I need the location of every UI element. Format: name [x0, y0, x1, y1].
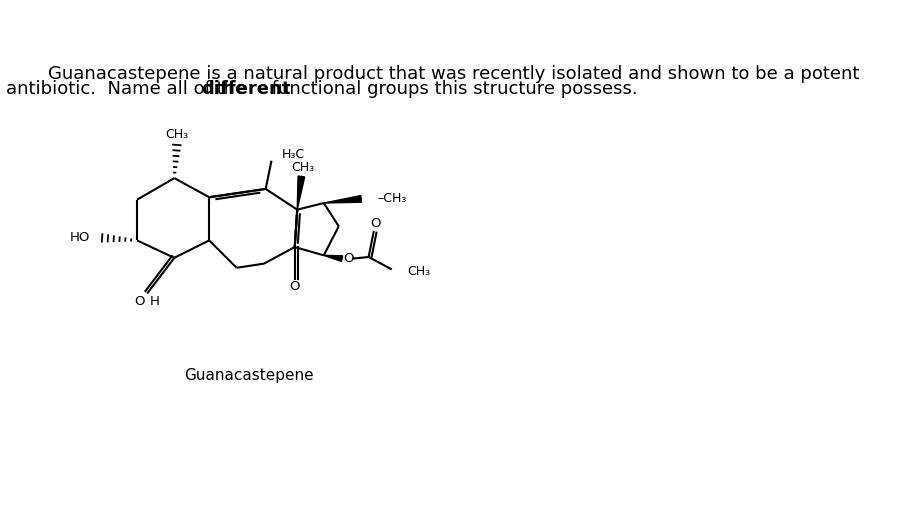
Text: Guanacastepene is a natural product that was recently isolated and shown to be a: Guanacastepene is a natural product that… [25, 65, 859, 83]
Text: H: H [149, 295, 159, 307]
Text: CH₃: CH₃ [407, 265, 430, 279]
Text: H₃C: H₃C [281, 148, 305, 160]
Text: O: O [135, 295, 145, 307]
Text: O: O [370, 217, 380, 230]
Text: functional groups this structure possess.: functional groups this structure possess… [266, 80, 637, 98]
Polygon shape [298, 176, 305, 210]
Text: O: O [289, 281, 300, 293]
Text: antibiotic.  Name all of the: antibiotic. Name all of the [5, 80, 252, 98]
Text: HO: HO [69, 231, 90, 244]
Text: CH₃: CH₃ [166, 128, 188, 141]
Polygon shape [324, 255, 342, 262]
Text: Guanacastepene: Guanacastepene [184, 368, 314, 383]
Text: –CH₃: –CH₃ [378, 192, 407, 206]
Text: different: different [202, 80, 291, 98]
Text: CH₃: CH₃ [291, 161, 315, 174]
Polygon shape [324, 196, 361, 203]
Text: O: O [343, 252, 354, 265]
